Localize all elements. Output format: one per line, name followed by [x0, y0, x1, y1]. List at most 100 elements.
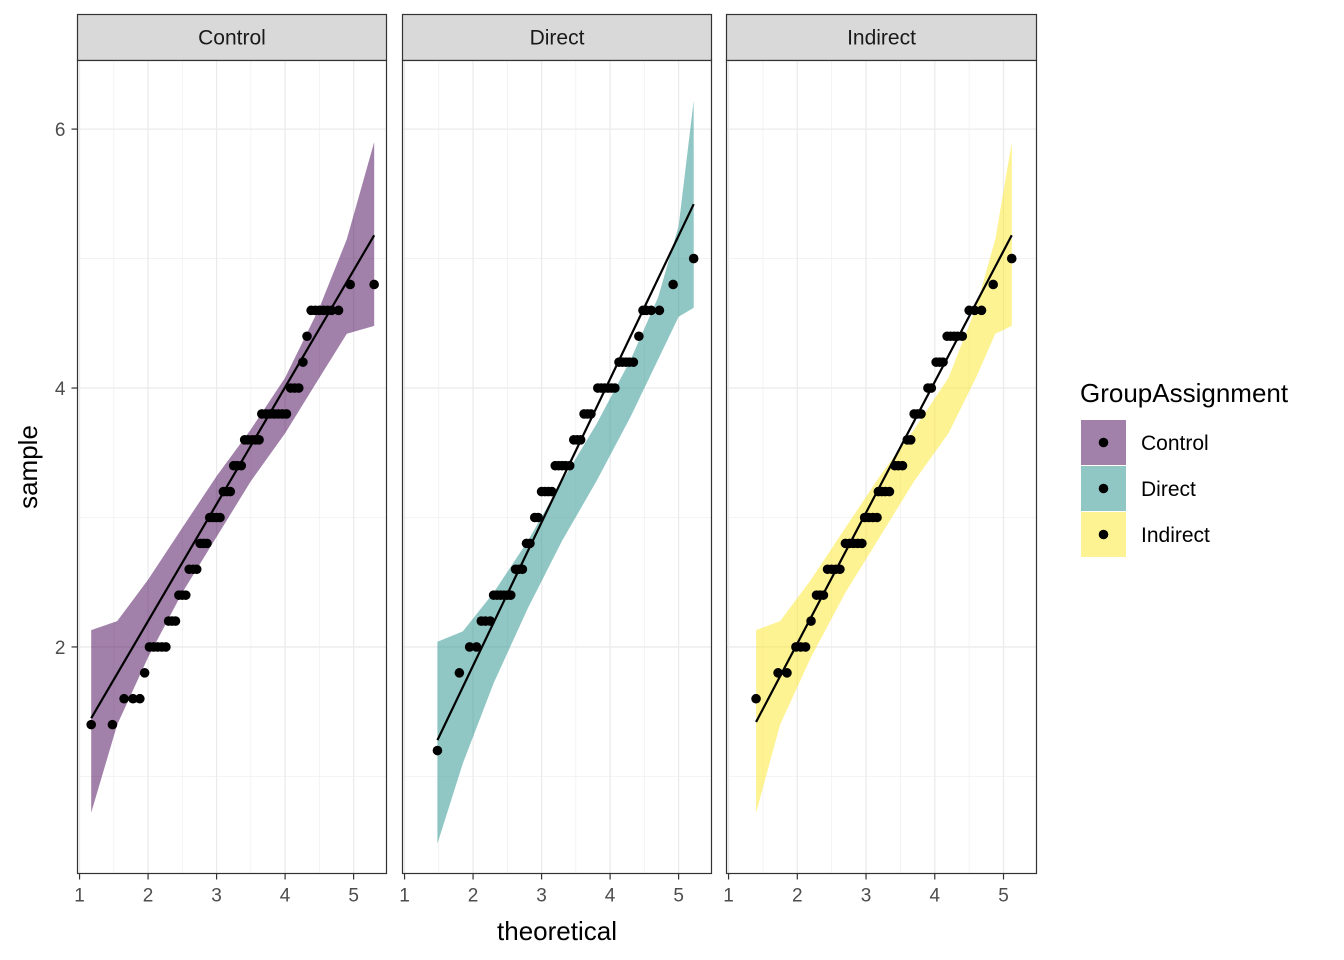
x-tick-label: 2: [468, 886, 479, 907]
data-point: [634, 331, 644, 342]
y-tick-label: 6: [55, 120, 66, 141]
facet-strip-label: Control: [198, 27, 266, 50]
facet-strip-label: Direct: [530, 27, 585, 50]
data-point: [806, 616, 816, 626]
x-tick-label: 4: [929, 886, 940, 907]
data-point: [107, 719, 118, 730]
data-point: [897, 460, 908, 471]
facet-indirect: Indirect 1 2 3 4 5: [723, 13, 1038, 907]
legend-label: Direct: [1141, 478, 1196, 501]
data-point: [957, 331, 968, 342]
x-tick-label: 3: [536, 886, 547, 907]
data-point: [326, 305, 337, 316]
panel-background: [726, 60, 1037, 874]
data-point: [294, 383, 304, 393]
data-point: [128, 693, 138, 704]
data-point: [575, 435, 586, 445]
data-point: [938, 357, 948, 367]
data-point: [586, 409, 596, 419]
qq-line: [90, 234, 376, 719]
facet-strip: [401, 13, 713, 62]
data-point: [302, 331, 312, 342]
confidence-band: [437, 100, 694, 844]
x-tick-label: 5: [673, 886, 684, 907]
legend-title: GroupAssignment: [1080, 378, 1289, 408]
data-point: [688, 253, 699, 264]
data-point: [654, 305, 665, 316]
data-point: [884, 486, 895, 497]
data-point: [969, 305, 980, 316]
data-point: [835, 564, 845, 575]
x-tick-label: 3: [861, 886, 872, 907]
data-point: [525, 538, 535, 549]
data-point: [170, 616, 181, 626]
x-tick-label: 2: [792, 886, 803, 907]
y-axis-title: sample: [13, 425, 43, 509]
data-point: [916, 409, 926, 419]
data-point: [86, 719, 97, 730]
data-point: [988, 279, 998, 290]
panel-border: [725, 59, 1038, 875]
data-point: [517, 564, 528, 575]
data-point: [464, 642, 475, 652]
data-point: [646, 305, 657, 316]
panel-border: [401, 59, 713, 875]
x-tick-label: 1: [723, 886, 734, 907]
data-point: [191, 564, 202, 575]
x-tick-label: 4: [605, 886, 616, 907]
data-point: [773, 668, 783, 678]
data-point: [161, 642, 171, 652]
data-point: [628, 357, 639, 367]
data-point: [751, 693, 761, 704]
data-point: [119, 693, 129, 704]
data-point: [926, 383, 937, 393]
data-point: [215, 512, 225, 523]
data-point: [202, 538, 212, 549]
data-point: [454, 668, 465, 678]
y-tick-label: 2: [55, 638, 66, 659]
data-point: [333, 305, 344, 316]
data-point: [505, 590, 516, 600]
x-tick-label: 1: [399, 886, 410, 907]
data-point: [1006, 253, 1017, 264]
facet-strip: [76, 13, 388, 62]
data-point: [345, 279, 355, 290]
data-point: [533, 512, 543, 523]
data-point: [872, 512, 882, 523]
data-point: [782, 668, 792, 678]
legend-key-point: [1098, 529, 1109, 540]
legend-label: Indirect: [1141, 524, 1210, 547]
data-point: [180, 590, 191, 600]
qq-line: [755, 234, 1013, 723]
legend: GroupAssignment Control Direct Indirect: [1080, 378, 1289, 557]
legend-label: Control: [1141, 432, 1209, 455]
data-point: [905, 435, 916, 445]
data-point: [976, 305, 987, 316]
data-point: [236, 460, 247, 471]
facet-direct: Direct 1 2 3 4 5: [399, 13, 713, 907]
data-point: [610, 383, 620, 393]
y-tick-label: 4: [55, 379, 66, 400]
x-tick-label: 2: [143, 886, 154, 907]
qq-line: [436, 203, 695, 741]
data-point: [225, 486, 236, 497]
data-point: [135, 693, 145, 704]
data-point: [547, 486, 557, 497]
data-point: [369, 279, 379, 290]
data-point: [800, 642, 811, 652]
facet-control: Control 1 2 3 4 5: [74, 13, 388, 907]
x-tick-label: 5: [348, 886, 359, 907]
data-point: [432, 745, 443, 756]
data-point: [818, 590, 829, 600]
x-tick-label: 1: [74, 886, 85, 907]
data-point: [564, 460, 575, 471]
x-tick-label: 3: [211, 886, 222, 907]
legend-item-control: Control: [1081, 420, 1209, 465]
legend-item-direct: Direct: [1081, 466, 1196, 511]
panel-border: [76, 59, 388, 875]
data-point: [668, 279, 678, 290]
data-point: [471, 642, 482, 652]
data-point: [298, 357, 308, 367]
data-point: [857, 538, 867, 549]
